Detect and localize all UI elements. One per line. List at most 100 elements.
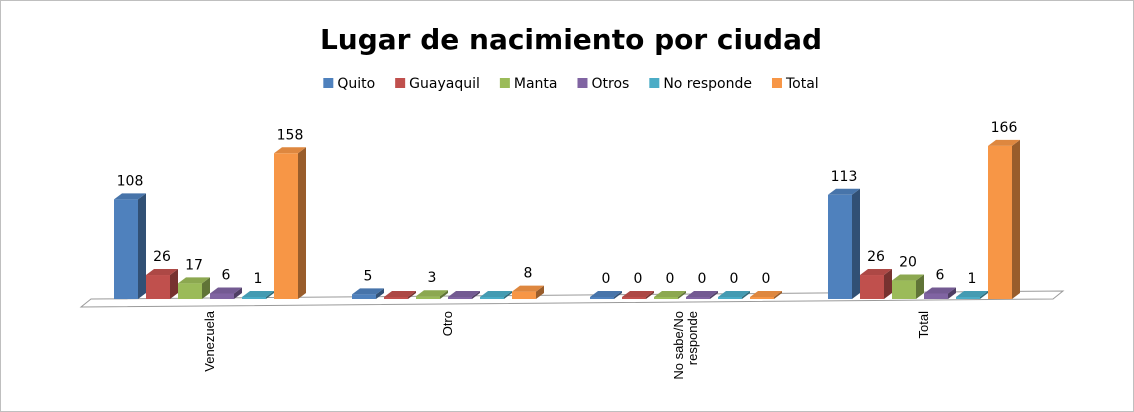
data-label: 0	[698, 271, 707, 287]
bar-front	[860, 275, 884, 299]
bar-front	[988, 145, 1012, 299]
bar-side	[948, 287, 956, 299]
data-label: 17	[185, 257, 203, 273]
bar-side	[884, 269, 892, 299]
bar-top	[178, 277, 210, 284]
bar-side	[1012, 139, 1020, 299]
legend-label: Guayaquil	[409, 76, 480, 92]
bar-front	[718, 297, 742, 299]
bar-side	[614, 291, 622, 299]
bar-top	[590, 291, 622, 297]
bar-side	[376, 288, 384, 299]
data-label: 3	[428, 270, 437, 286]
bar	[750, 291, 782, 299]
legend-label: Quito	[337, 76, 375, 92]
bar-front	[448, 297, 472, 299]
bar-side	[710, 291, 718, 299]
bar-front	[956, 297, 980, 299]
bar-front	[352, 294, 376, 299]
bar-top	[448, 291, 480, 297]
bar-front	[114, 199, 138, 299]
legend-swatch	[771, 78, 782, 88]
bar-side	[646, 291, 654, 299]
legend-swatch	[577, 78, 588, 88]
bar-front	[384, 297, 408, 299]
bar-top	[686, 291, 718, 297]
bar	[718, 291, 750, 299]
bar-side	[852, 188, 860, 299]
bar-top	[210, 287, 242, 294]
bar-top	[924, 287, 956, 294]
legend-label: No responde	[663, 76, 752, 92]
bar-front	[480, 297, 504, 299]
bar-top	[956, 291, 988, 297]
bar	[512, 285, 544, 299]
data-label: 26	[153, 249, 171, 265]
bar	[480, 291, 512, 299]
data-label: 158	[277, 127, 304, 143]
bar-front	[178, 283, 202, 299]
bar-side	[536, 285, 544, 299]
legend-label: Total	[785, 76, 819, 92]
chart-title: Lugar de nacimiento por ciudad	[320, 23, 822, 56]
bar	[686, 291, 718, 299]
bar-side	[440, 290, 448, 299]
bar-top	[828, 188, 860, 195]
bar-top	[416, 290, 448, 297]
bar	[654, 291, 686, 299]
bar-side	[408, 291, 416, 299]
x-tick-label: Total	[916, 311, 931, 339]
data-label: 108	[117, 173, 144, 189]
bar-side	[678, 291, 686, 299]
x-tick-label: Otro	[440, 311, 455, 337]
bar-top	[242, 291, 274, 297]
bar	[178, 277, 210, 299]
bar-side	[202, 277, 210, 299]
bar-front	[828, 194, 852, 299]
bar	[210, 287, 242, 299]
bar	[828, 188, 860, 299]
bar-front	[210, 293, 234, 299]
bar	[956, 291, 988, 299]
bar-top	[750, 291, 782, 297]
data-label: 0	[634, 271, 643, 287]
bar-side	[170, 269, 178, 299]
legend-swatch	[649, 78, 660, 88]
data-label: 0	[602, 271, 611, 287]
bar	[114, 193, 146, 299]
bar-side	[298, 147, 306, 299]
data-label: 166	[991, 120, 1018, 136]
legend-label: Manta	[514, 76, 558, 92]
legend-swatch	[395, 78, 406, 88]
bar-side	[234, 287, 242, 299]
data-label: 0	[730, 271, 739, 287]
bar-top	[718, 291, 750, 297]
bar-top	[892, 274, 924, 281]
bar-side	[980, 291, 988, 299]
bar-front	[686, 297, 710, 299]
bar-side	[742, 291, 750, 299]
bar-side	[916, 274, 924, 299]
data-label: 1	[968, 271, 977, 287]
bar-front	[242, 297, 266, 299]
bar	[988, 139, 1020, 299]
bar-top	[988, 139, 1020, 146]
bar-side	[266, 291, 274, 299]
bar-top	[114, 193, 146, 200]
bar-front	[590, 297, 614, 299]
bar-side	[472, 291, 480, 299]
bar-top	[512, 285, 544, 292]
bar-side	[774, 291, 782, 299]
bar-top	[352, 288, 384, 295]
bar	[924, 287, 956, 299]
bar	[860, 269, 892, 299]
bar	[146, 269, 178, 299]
x-tick-label: Venezuela	[202, 311, 217, 372]
data-label: 1	[254, 271, 263, 287]
floor	[79, 290, 1065, 308]
bar-top	[274, 147, 306, 154]
bar-top	[384, 291, 416, 297]
bar-front	[924, 293, 948, 299]
